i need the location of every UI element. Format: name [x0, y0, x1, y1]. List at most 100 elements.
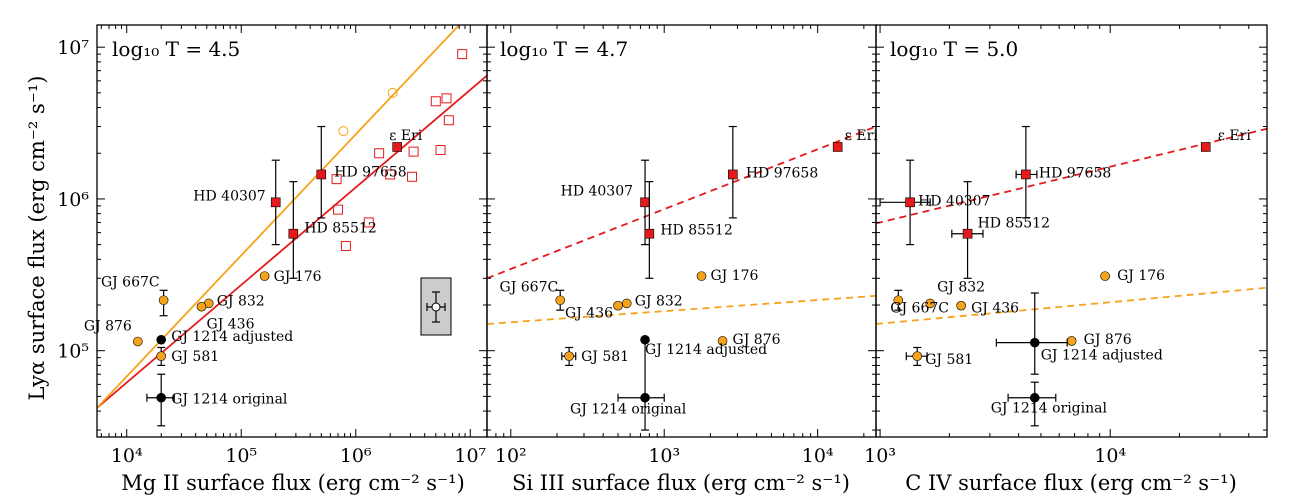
data-point-circle [196, 301, 207, 312]
data-point-circle [717, 336, 728, 346]
y-tick-label: 10⁵ [57, 341, 89, 363]
point-label: GJ 436 [207, 317, 255, 333]
data-point-open-square [441, 93, 452, 104]
x-axis-label: Si III surface flux (erg cm⁻² s⁻¹) [512, 471, 850, 495]
data-point-circle [613, 300, 623, 311]
point-label: GJ 667C [500, 279, 559, 295]
panel-label: log₁₀ T = 5.0 [890, 37, 1018, 61]
point-label: GJ 1214 adjusted [645, 342, 767, 358]
point-label: HD 85512 [978, 216, 1050, 232]
x-tick-label: 10⁷ [454, 445, 486, 467]
data-point-open-square [407, 171, 418, 182]
panel-civ: log₁₀ T = 5.0 C IV surface flux (erg cm⁻… [864, 24, 1268, 495]
point-label: ε Eri [389, 128, 423, 144]
x-tick-label: 10⁵ [225, 445, 257, 467]
point-label: GJ 1214 original [991, 401, 1108, 417]
point-label: GJ 436 [565, 306, 613, 322]
data-point-square [288, 228, 299, 239]
data-point-open-square [385, 169, 396, 180]
data-point-open-square [443, 115, 454, 126]
data-point-circle [912, 351, 923, 361]
point-label: HD 40307 [193, 188, 265, 204]
x-tick-label: 10⁴ [802, 445, 834, 467]
data-point-open-circle [338, 126, 349, 137]
data-layer [97, 25, 487, 427]
point-label: HD 97658 [746, 165, 818, 181]
y-tick-label: 10⁶ [57, 189, 89, 211]
data-point-circle [564, 351, 574, 361]
axes-frame [875, 24, 1268, 438]
point-label: GJ 876 [84, 318, 132, 334]
point-label: GJ 1214 original [570, 402, 687, 418]
data-point-open-square [374, 148, 385, 159]
data-point-open-square [435, 145, 446, 156]
point-label: GJ 581 [925, 352, 973, 368]
data-point-open-square [363, 217, 374, 228]
x-tick-label: 10⁶ [340, 445, 372, 467]
data-point-square [962, 228, 973, 239]
x-tick-label: 10³ [864, 445, 896, 467]
data-point-square [832, 142, 843, 152]
data-point-open-square [430, 96, 441, 107]
point-label: GJ 876 [1084, 332, 1132, 348]
data-point-square [728, 169, 738, 180]
data-point-square [1021, 169, 1031, 180]
point-label: GJ 876 [733, 332, 781, 348]
data-point-open-square [340, 240, 351, 251]
point-label: GJ 176 [1117, 268, 1165, 284]
data-point-circle [1100, 271, 1110, 281]
data-point-circle [925, 298, 935, 309]
data-layer [487, 125, 876, 431]
data-point-circle [1066, 336, 1077, 346]
point-label: GJ 1214 adjusted [171, 329, 293, 345]
data-point-circle [158, 295, 169, 306]
data-point-square [270, 197, 281, 208]
y-tick-label: 10⁷ [57, 37, 89, 59]
point-label: GJ 1214 original [171, 392, 288, 408]
point-label: ε Eri [1218, 128, 1252, 144]
data-point-square [316, 169, 327, 180]
data-point-square [392, 142, 402, 152]
point-label: GJ 832 [635, 293, 683, 309]
point-label: GJ 832 [937, 279, 985, 295]
point-label: HD 97658 [1039, 165, 1111, 181]
y-axis-label: Lyα surface flux (erg cm⁻² s⁻¹) [25, 76, 49, 401]
fit-line [97, 25, 460, 409]
data-point-circle [555, 295, 566, 306]
point-label: GJ 581 [171, 349, 219, 365]
data-point-circle [1029, 337, 1040, 348]
data-point-open-square [457, 49, 468, 60]
data-point-circle [156, 351, 167, 361]
data-point-square [1200, 142, 1211, 152]
data-point-circle [156, 334, 167, 345]
point-label: GJ 581 [581, 349, 629, 365]
data-point-circle [133, 336, 143, 347]
x-axis-label: C IV surface flux (erg cm⁻² s⁻¹) [905, 471, 1237, 495]
data-point-open-square [333, 204, 344, 215]
panel-siiii: log₁₀ T = 4.7 Si III surface flux (erg c… [486, 24, 879, 495]
error-bar-key [420, 277, 452, 336]
x-axis-label: Mg II surface flux (erg cm⁻² s⁻¹) [121, 471, 465, 495]
point-label: GJ 832 [217, 293, 265, 309]
fit-line [97, 74, 487, 409]
x-tick-label: 10⁴ [111, 445, 143, 467]
data-point-circle [156, 392, 167, 403]
fit-line [876, 286, 1267, 325]
fit-line [487, 125, 876, 280]
point-label: HD 40307 [561, 183, 633, 199]
point-label: GJ 667C [101, 274, 160, 290]
point-label: GJ 667C [890, 300, 949, 316]
data-point-open-square [408, 146, 419, 157]
point-label: GJ 436 [971, 301, 1019, 317]
data-point-square [640, 197, 650, 208]
point-label: ε Eri [845, 128, 879, 144]
point-label: GJ 176 [711, 268, 759, 284]
data-point-open-circle [387, 87, 398, 98]
data-point-circle [621, 298, 632, 309]
data-point-circle [259, 271, 270, 281]
data-point-circle [1029, 392, 1040, 403]
point-label: HD 40307 [918, 193, 990, 209]
x-tick-label: 10² [495, 445, 527, 467]
panel-label: log₁₀ T = 4.7 [500, 37, 628, 61]
